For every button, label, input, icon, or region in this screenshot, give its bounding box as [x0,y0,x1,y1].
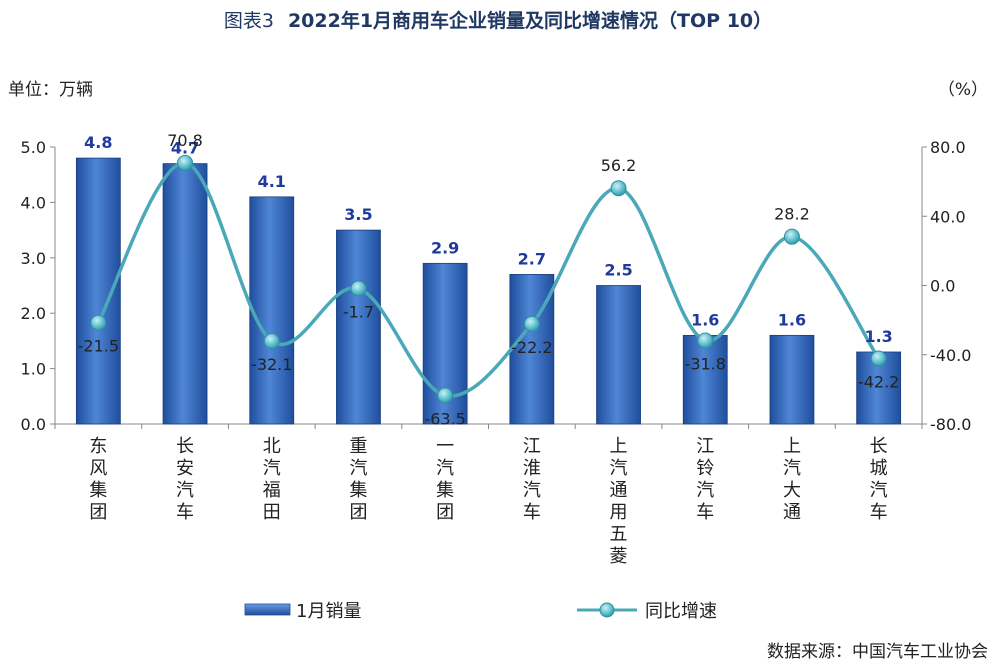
bar-value-label: 4.1 [258,172,286,191]
left-axis-unit: 单位：万辆 [8,80,93,100]
growth-line-path [96,161,881,398]
category-label: 江淮汽车 [523,436,541,523]
legend: 1月销量 同比增速 [244,601,717,622]
category-label: 长城汽车 [870,436,888,523]
growth-point [610,180,627,197]
growth-point [523,315,540,332]
growth-value-label: -63.5 [424,409,465,428]
category-label: 上汽通用五菱 [610,436,628,567]
data-labels: 4.8 4.7 4.1 3.5 2.9 2.7 2.5 1.6 1.6 1.3 -21.5 70.8 -… [78,131,900,429]
growth-value-label: -1.7 [343,302,374,321]
category-label: 长安汽车 [176,436,194,523]
bar [769,334,815,425]
bar-value-label: 2.7 [518,249,546,268]
left-tick-label: 2.0 [21,304,46,323]
right-tick-label: 40.0 [930,207,966,226]
growth-value-label: -32.1 [251,355,292,374]
category-labels: 东风集团 长安汽车 北汽福田 重汽集团 一汽集团 江淮汽车 上汽通用五菱 江铃汽车 上汽大通 长城… [89,436,887,567]
left-tick-label: 0.0 [21,415,46,434]
legend-line-label: 同比增速 [645,601,717,622]
growth-point [350,280,367,297]
growth-value-label: -42.2 [858,373,899,392]
right-axis-unit: （%） [938,80,988,100]
category-label: 江铃汽车 [696,436,714,523]
bar-value-label: 2.5 [604,261,632,280]
bar-value-label: 3.5 [344,205,372,224]
growth-value-label: 70.8 [167,131,203,150]
growth-point [177,154,194,171]
growth-point [870,350,887,367]
bar [336,229,381,425]
category-label: 北汽福田 [263,436,281,523]
growth-point [437,387,454,404]
right-tick-label: 80.0 [930,138,966,157]
left-tick-label: 5.0 [21,138,46,157]
growth-line [90,154,887,404]
bar-value-label: 1.6 [778,310,806,329]
growth-value-label: -31.8 [685,355,726,374]
category-label: 东风集团 [89,436,107,523]
bar [249,196,295,425]
growth-value-label: -22.2 [511,338,552,357]
bar-value-label: 4.8 [84,133,112,152]
legend-bar-label: 1月销量 [296,601,361,622]
category-label: 重汽集团 [349,436,367,523]
growth-point [697,332,714,349]
legend-bar-swatch [244,603,291,616]
growth-point [90,314,107,331]
growth-point [263,333,280,350]
left-tick-label: 4.0 [21,193,46,212]
bar-value-label: 1.3 [864,327,892,346]
right-tick-label: -40.0 [930,346,971,365]
bar-value-label: 4.7 [171,139,199,158]
bar-value-label: 1.6 [691,310,719,329]
bar [596,285,641,425]
bar-value-label: 2.9 [431,238,459,257]
chart-title-main: 2022年1月商用车企业销量及同比增速情况（TOP 10） [288,9,772,32]
growth-value-label: 56.2 [601,156,637,175]
bars [75,157,902,425]
data-source: 数据来源：中国汽车工业协会 [767,642,988,662]
growth-value-label: -21.5 [78,337,119,356]
category-label: 一汽集团 [436,436,454,523]
bar [682,334,728,425]
left-tick-label: 1.0 [21,360,46,379]
legend-line-marker [599,602,615,618]
right-tick-label: 0.0 [930,277,955,296]
category-label: 上汽大通 [783,436,801,523]
bar [162,163,208,425]
chart-title-prefix: 图表3 [224,10,274,32]
right-tick-label: -80.0 [930,415,971,434]
chart-title: 图表3 2022年1月商用车企业销量及同比增速情况（TOP 10） [224,9,772,32]
growth-value-label: 28.2 [774,205,810,224]
left-tick-label: 3.0 [21,249,46,268]
growth-point [783,228,800,245]
